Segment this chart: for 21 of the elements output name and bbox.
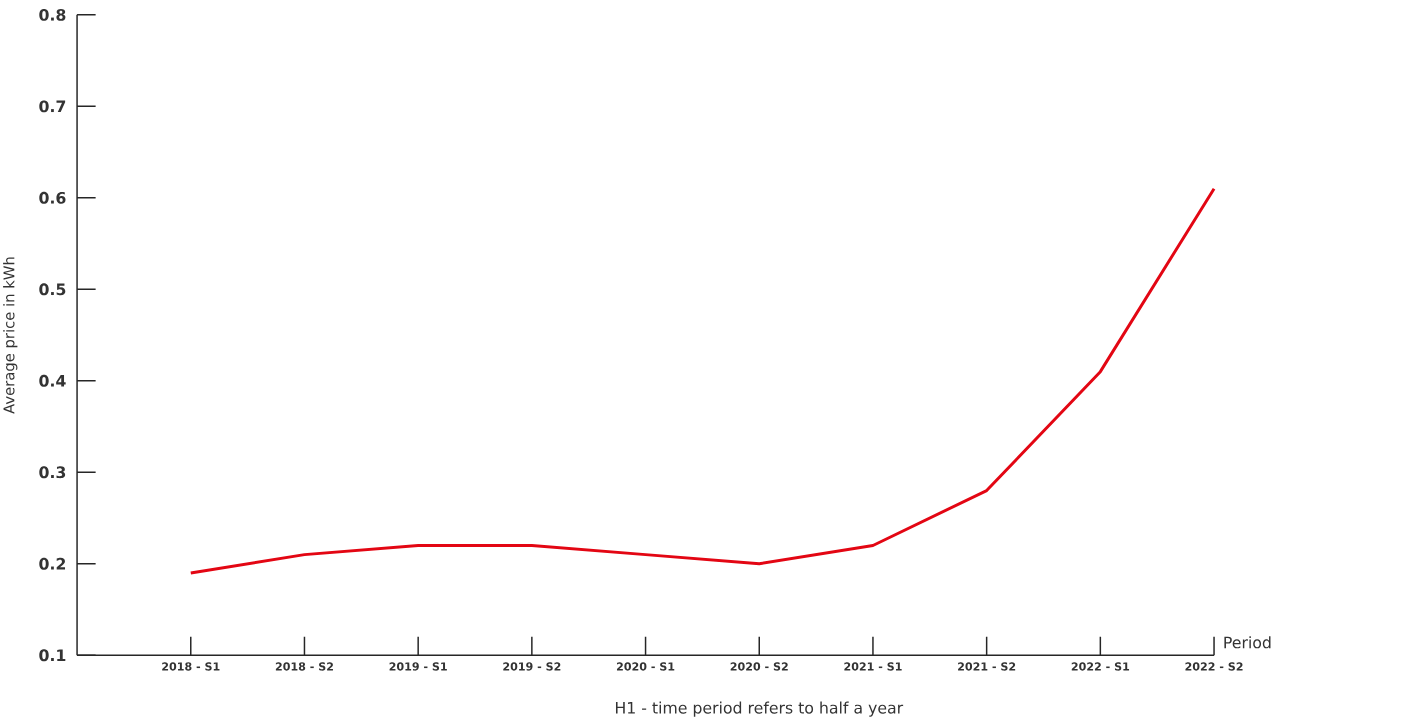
x-tick-label: 2018 - S2	[275, 662, 333, 671]
y-tick-label: 0.2	[39, 557, 66, 570]
y-axis-title: Average price in kWh	[3, 257, 18, 414]
y-tick-label: 0.8	[39, 8, 66, 21]
y-tick-label: 0.1	[39, 649, 66, 662]
y-tick-label: 0.4	[39, 374, 66, 387]
x-tick-label: 2020 - S1	[616, 662, 675, 671]
x-tick-label: 2022 - S1	[1071, 662, 1130, 671]
y-tick-label: 0.3	[39, 466, 66, 479]
y-tick-label: 0.6	[39, 191, 66, 204]
x-tick-label: 2018 - S1	[162, 662, 220, 671]
x-tick-label: 2021 - S1	[844, 662, 902, 671]
x-tick-label: 2021 - S2	[958, 662, 1016, 671]
x-tick-label: 2019 - S2	[503, 662, 561, 671]
x-tick-label: 2020 - S2	[730, 662, 788, 671]
x-axis-title: Period	[1224, 636, 1271, 649]
text: H1 - time period refers to half a year	[615, 701, 904, 717]
y-tick-label: 0.7	[39, 100, 66, 113]
y-tick-label: 0.5	[39, 283, 66, 296]
x-tick-label: 2022 - S2	[1185, 662, 1243, 671]
x-tick-label: 2019 - S1	[389, 662, 447, 671]
